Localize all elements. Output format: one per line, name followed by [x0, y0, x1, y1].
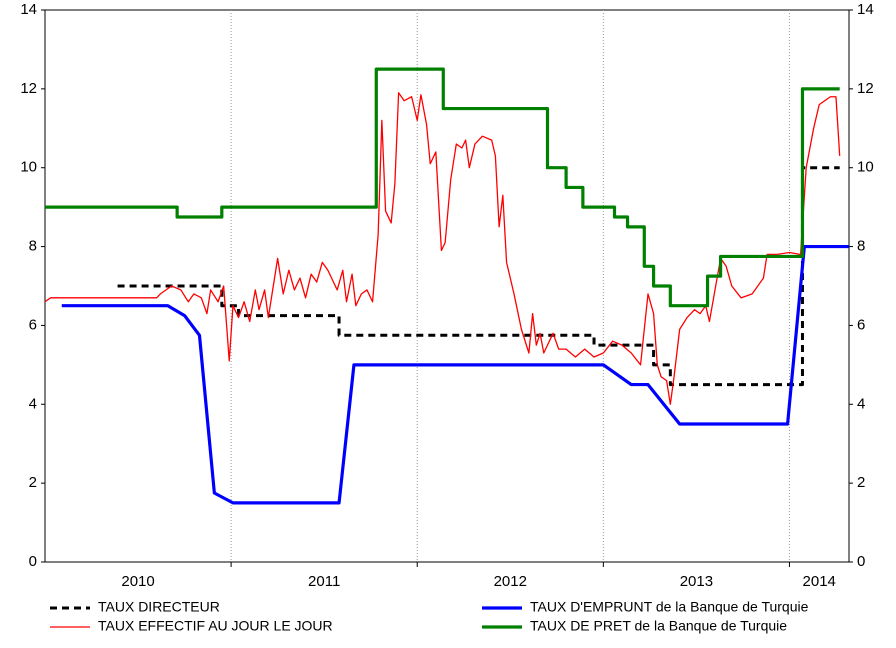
- y-tick-label: 12: [20, 80, 37, 97]
- series-line: [44, 92, 841, 405]
- y2-tick-label: 0: [857, 553, 865, 570]
- legend-label: TAUX DE PRET de la Banque de Turquie: [530, 618, 787, 634]
- y2-tick-label: 8: [857, 238, 865, 255]
- y-tick-label: 10: [20, 159, 37, 176]
- plot-frame: [44, 9, 850, 563]
- y2-tick-label: 14: [857, 1, 874, 18]
- legend-label: TAUX EFFECTIF AU JOUR LE JOUR: [98, 618, 333, 634]
- y2-tick-label: 12: [857, 80, 874, 97]
- y2-tick-label: 6: [857, 316, 865, 333]
- y2-tick-label: 4: [857, 395, 865, 412]
- y-tick-label: 14: [20, 1, 37, 18]
- series-line: [117, 166, 840, 387]
- y2-tick-label: 10: [857, 159, 874, 176]
- y-tick-label: 4: [29, 395, 37, 412]
- x-tick-label: 2014: [803, 573, 836, 590]
- x-tick-label: 2012: [494, 573, 527, 590]
- series-line: [61, 244, 849, 505]
- y-tick-label: 2: [29, 474, 37, 491]
- y-tick-label: 6: [29, 316, 37, 333]
- legend-label: TAUX DIRECTEUR: [98, 599, 220, 615]
- y-tick-label: 0: [29, 553, 37, 570]
- series-line: [45, 67, 840, 308]
- legend-label: TAUX D'EMPRUNT de la Banque de Turquie: [530, 599, 809, 615]
- x-tick-label: 2011: [308, 573, 340, 590]
- x-tick-label: 2010: [121, 573, 154, 590]
- y2-tick-label: 2: [857, 474, 865, 491]
- x-tick-label: 2013: [680, 573, 713, 590]
- y-tick-label: 8: [29, 238, 37, 255]
